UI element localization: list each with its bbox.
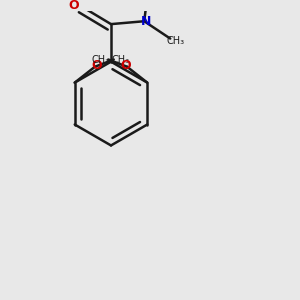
Text: CH₃: CH₃ bbox=[167, 37, 185, 46]
Text: O: O bbox=[68, 0, 79, 12]
Text: O: O bbox=[120, 59, 131, 72]
Text: O: O bbox=[91, 59, 102, 72]
Text: CH₃: CH₃ bbox=[92, 55, 110, 64]
Text: N: N bbox=[140, 15, 151, 28]
Text: CH₃: CH₃ bbox=[112, 55, 130, 64]
